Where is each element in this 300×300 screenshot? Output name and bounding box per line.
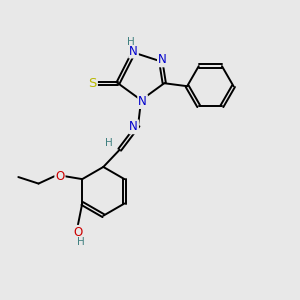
Text: N: N: [129, 44, 138, 58]
Text: S: S: [88, 77, 97, 90]
Text: N: N: [138, 95, 147, 108]
Text: H: H: [77, 237, 85, 247]
Text: O: O: [73, 226, 83, 239]
Text: H: H: [104, 138, 112, 148]
Text: O: O: [55, 170, 64, 183]
Text: N: N: [158, 53, 167, 66]
Text: H: H: [127, 37, 135, 47]
Text: N: N: [129, 120, 138, 133]
